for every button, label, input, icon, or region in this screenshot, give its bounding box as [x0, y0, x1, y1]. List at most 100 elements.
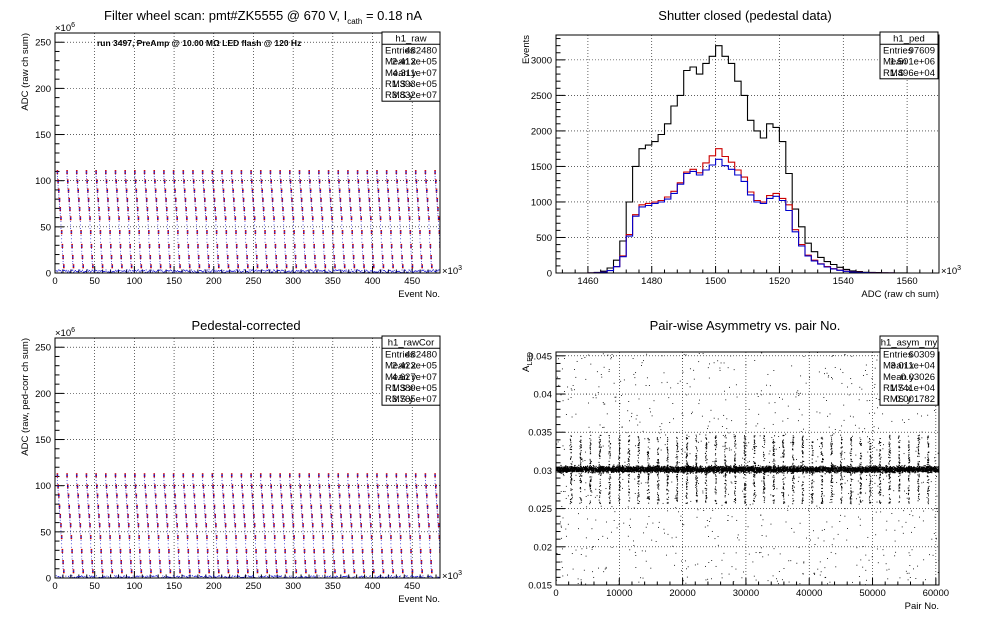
scatter-point	[146, 203, 148, 205]
scatter-point	[91, 257, 93, 260]
scatter-point	[66, 176, 68, 177]
scatter-point	[176, 576, 178, 578]
scatter-point	[172, 476, 175, 478]
scatter-point	[226, 562, 229, 565]
scatter-point	[254, 535, 257, 537]
scatter-point	[370, 224, 372, 226]
scatter-point	[406, 271, 408, 273]
scatter-point	[360, 216, 362, 218]
scatter-point	[98, 216, 101, 218]
scatter-point	[425, 182, 427, 184]
scatter-point	[417, 209, 420, 212]
scatter-point	[225, 221, 226, 222]
scatter-point	[304, 555, 305, 557]
scatter-point	[284, 548, 286, 551]
scatter-point	[206, 550, 209, 552]
scatter-point	[135, 493, 138, 495]
scatter-point	[302, 523, 304, 525]
scatter-point	[66, 173, 68, 175]
scatter-point	[285, 563, 287, 565]
x-tick-label: 150	[166, 276, 182, 287]
scatter-point	[183, 487, 185, 489]
scatter-point	[159, 572, 162, 574]
scatter-point	[78, 200, 80, 202]
scatter-point	[193, 183, 195, 184]
scatter-point	[416, 185, 417, 187]
scatter-point	[339, 577, 341, 578]
scatter-point	[198, 258, 200, 260]
scatter-point	[222, 496, 225, 498]
scatter-point	[139, 558, 141, 560]
scatter-point	[118, 221, 120, 222]
scatter-point	[91, 269, 93, 271]
scatter-point	[197, 558, 199, 560]
scatter-point	[194, 206, 196, 207]
scatter-point	[225, 232, 228, 235]
scatter-point	[111, 263, 112, 265]
scatter-point	[177, 539, 179, 541]
scatter-point	[164, 494, 167, 497]
scatter-point	[295, 271, 296, 273]
scatter-point	[256, 569, 259, 571]
scatter-point	[69, 515, 71, 517]
scatter-point	[154, 179, 156, 181]
scatter-point	[175, 203, 177, 205]
scatter-point	[228, 576, 230, 578]
scatter-point	[319, 188, 322, 190]
scatter-point	[231, 485, 234, 487]
scatter-point	[136, 507, 138, 509]
scatter-point	[187, 558, 189, 560]
scatter-point	[177, 575, 179, 577]
scatter-point	[108, 576, 110, 578]
scatter-point	[323, 253, 325, 255]
scatter-point	[193, 492, 195, 494]
scatter-point	[255, 248, 257, 249]
scatter-point	[120, 561, 123, 563]
scatter-point	[328, 187, 330, 189]
scatter-point	[361, 241, 363, 243]
scatter-point	[412, 271, 414, 273]
scatter-point	[101, 265, 104, 267]
scatter-point	[263, 272, 265, 273]
scatter-point	[165, 270, 167, 272]
scatter-point	[416, 191, 418, 193]
scatter-point	[318, 182, 321, 184]
scatter-point	[362, 250, 364, 252]
scatter-point	[396, 189, 399, 192]
scatter-point	[138, 221, 139, 222]
scatter-point	[174, 506, 177, 508]
scatter-point	[134, 485, 137, 487]
scatter-point	[60, 530, 62, 532]
scatter-point	[187, 238, 188, 240]
scatter-point	[137, 213, 139, 214]
scatter-point	[352, 243, 354, 246]
scatter-point	[127, 515, 129, 517]
scatter-point	[66, 170, 68, 172]
scatter-point	[378, 206, 380, 207]
scatter-point	[301, 206, 303, 207]
scatter-point	[273, 533, 275, 535]
scatter-point	[97, 497, 98, 499]
scatter-point	[289, 477, 291, 479]
scatter-point	[106, 270, 108, 272]
scatter-point	[269, 474, 272, 476]
scatter-point	[391, 255, 394, 257]
scatter-point	[211, 171, 214, 173]
scatter-point	[300, 504, 303, 506]
scatter-point	[145, 496, 147, 498]
scatter-point	[59, 515, 62, 517]
scatter-point	[261, 496, 263, 498]
scatter-point	[119, 270, 121, 272]
scatter-point	[283, 224, 285, 226]
scatter-point	[177, 232, 179, 235]
scatter-point	[119, 575, 121, 577]
scatter-point	[184, 504, 187, 506]
scatter-point	[66, 476, 68, 478]
scatter-point	[71, 553, 73, 554]
scatter-point	[294, 548, 296, 551]
scatter-point	[315, 269, 317, 271]
scatter-point	[222, 271, 224, 273]
scatter-point	[295, 569, 298, 571]
scatter-point	[240, 473, 243, 475]
scatter-point	[246, 561, 248, 563]
